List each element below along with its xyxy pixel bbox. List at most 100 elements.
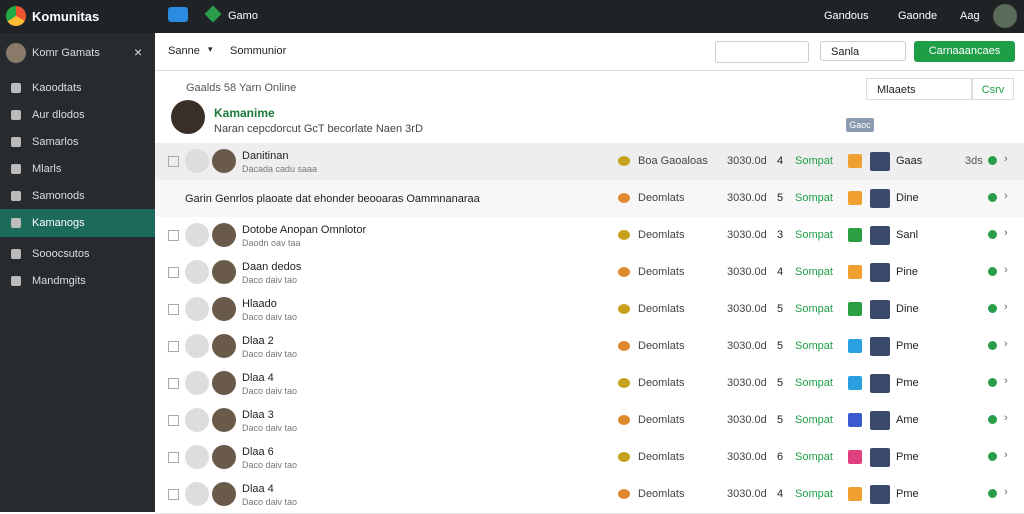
chevron[interactable]: ›: [1004, 412, 1008, 424]
status: [848, 487, 862, 501]
close-icon[interactable]: ×: [134, 44, 143, 60]
checkbox[interactable]: [168, 378, 179, 389]
icon[interactable]: [168, 7, 188, 22]
link[interactable]: Sompat: [795, 340, 833, 352]
list-row[interactable]: Dlaa 2 Daco daiv tao Deomlats 3030.0d 5 Sompa…: [155, 328, 1024, 366]
game[interactable]: Pme: [896, 377, 919, 389]
link[interactable]: Sompat: [795, 229, 833, 241]
action[interactable]: Aag: [960, 10, 980, 22]
tag: Deomlats: [638, 266, 685, 278]
game[interactable]: Gaas: [896, 155, 923, 167]
tab[interactable]: Gamo: [228, 10, 258, 22]
action-dot[interactable]: [988, 378, 997, 387]
game[interactable]: Pme: [896, 488, 919, 500]
tag-icon: [618, 489, 630, 499]
tag-icon: [618, 452, 630, 462]
menu-item[interactable]: Aur dlodos: [0, 101, 155, 129]
chevron[interactable]: ›: [1004, 190, 1008, 202]
status: [848, 265, 862, 279]
chevron[interactable]: ›: [1004, 227, 1008, 239]
chevron[interactable]: ›: [1004, 264, 1008, 276]
list-row[interactable]: Dlaa 4 Daco daiv tao Deomlats 3030.0d 4 Sompa…: [155, 476, 1024, 514]
list-row[interactable]: Hlaado Daco daiv tao Deomlats 3030.0d 5 Sompa…: [155, 291, 1024, 329]
action-dot[interactable]: [988, 156, 997, 165]
menu-item[interactable]: Sooocsutos: [0, 240, 155, 268]
primary-button[interactable]: Carnaaancaes: [914, 41, 1015, 62]
profile-action[interactable]: Csrv: [972, 78, 1014, 100]
game[interactable]: Sanl: [896, 229, 919, 241]
status: [848, 450, 862, 464]
filter[interactable]: Sanla: [820, 41, 906, 61]
game-thumb: [870, 337, 890, 356]
checkbox[interactable]: [168, 489, 179, 500]
logo: [6, 6, 26, 26]
link[interactable]: Sompat: [795, 377, 833, 389]
list-row[interactable]: Dlaa 3 Daco daiv tao Deomlats 3030.0d 5 Sompa…: [155, 402, 1024, 440]
row-title: Dlaa 4: [242, 372, 274, 384]
chevron[interactable]: ›: [1004, 449, 1008, 461]
link[interactable]: Sompat: [795, 488, 833, 500]
action-dot[interactable]: [988, 415, 997, 424]
checkbox[interactable]: [168, 267, 179, 278]
link[interactable]: Sompat: [795, 303, 833, 315]
action-dot[interactable]: [988, 489, 997, 498]
checkbox[interactable]: [168, 452, 179, 463]
checkbox[interactable]: [168, 230, 179, 241]
checkbox[interactable]: [168, 341, 179, 352]
sort[interactable]: Sanne: [168, 45, 200, 57]
count: 3030.0d: [727, 377, 767, 389]
game-thumb: [870, 485, 890, 504]
list-row[interactable]: Dlaa 4 Daco daiv tao Deomlats 3030.0d 5 Sompa…: [155, 365, 1024, 403]
checkbox[interactable]: [168, 415, 179, 426]
action-dot[interactable]: [988, 304, 997, 313]
list-row[interactable]: Daan dedos Daco daiv tao Deomlats 3030.0d 4 S…: [155, 254, 1024, 292]
action-dot[interactable]: [988, 452, 997, 461]
chevron[interactable]: ›: [1004, 375, 1008, 387]
avatar: [6, 43, 26, 63]
action-dot[interactable]: [988, 267, 997, 276]
action-dot[interactable]: [988, 230, 997, 239]
chevron[interactable]: ›: [1004, 486, 1008, 498]
list-row[interactable]: Danitinan Dacada cadu saaa Boa Gaoaloas 303…: [155, 143, 1024, 181]
menu-item[interactable]: Kaoodtats: [0, 74, 155, 102]
number: 4: [777, 266, 784, 278]
user-avatar[interactable]: [993, 4, 1017, 28]
menu-item[interactable]: Kamanogs: [0, 209, 155, 237]
action[interactable]: Gandous: [824, 10, 869, 22]
link[interactable]: Sompat: [795, 192, 833, 204]
link[interactable]: Sompat: [795, 451, 833, 463]
link[interactable]: Sompat: [795, 414, 833, 426]
menu-item[interactable]: Samarlos: [0, 128, 155, 156]
avatar: [212, 408, 236, 432]
game[interactable]: Ame: [896, 414, 919, 426]
game-thumb: [870, 374, 890, 393]
list-row[interactable]: Garin Genrlos plaoate dat ehonder beooar…: [155, 180, 1024, 218]
search[interactable]: [715, 41, 809, 63]
game[interactable]: Pine: [896, 266, 919, 278]
chevron[interactable]: ›: [1004, 301, 1008, 313]
game[interactable]: Dine: [896, 192, 919, 204]
game[interactable]: Dine: [896, 303, 919, 315]
tag[interactable]: Gaoc: [846, 118, 874, 132]
chevron[interactable]: ›: [1004, 338, 1008, 350]
action-dot[interactable]: [988, 193, 997, 202]
menu-item[interactable]: Mlarls: [0, 155, 155, 183]
list-row[interactable]: Dlaa 6 Daco daiv tao Deomlats 3030.0d 6 Sompa…: [155, 439, 1024, 477]
link[interactable]: Sompat: [795, 155, 833, 167]
link[interactable]: Sompat: [795, 266, 833, 278]
list-row[interactable]: Dotobe Anopan Omnlotor Daodn oav taa Deoml…: [155, 217, 1024, 255]
count: 3030.0d: [727, 451, 767, 463]
menu-item[interactable]: Samonods: [0, 182, 155, 210]
game[interactable]: Pme: [896, 340, 919, 352]
game[interactable]: Pme: [896, 451, 919, 463]
menu-icon: [11, 83, 21, 93]
checkbox[interactable]: [168, 156, 179, 167]
brand[interactable]: Komunitas: [32, 9, 100, 24]
checkbox[interactable]: [168, 304, 179, 315]
chevron[interactable]: ›: [1004, 153, 1008, 165]
action[interactable]: Gaonde: [898, 10, 938, 22]
action-dot[interactable]: [988, 341, 997, 350]
profile-search[interactable]: Mlaaets: [866, 78, 972, 100]
menu-item[interactable]: Mandmgits: [0, 267, 155, 295]
